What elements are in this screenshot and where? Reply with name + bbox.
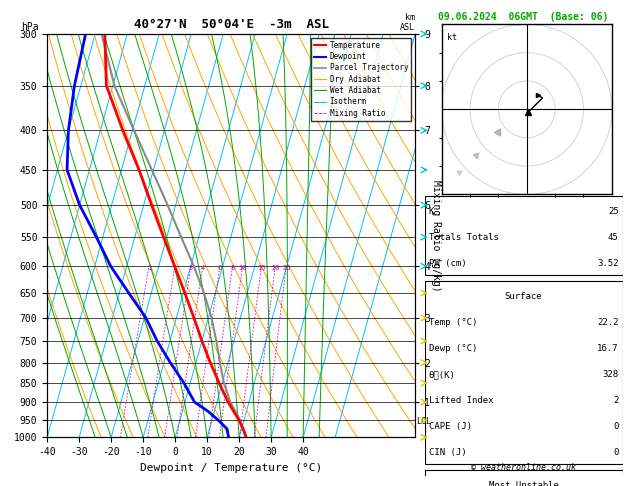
Text: Most Unstable: Most Unstable (489, 481, 559, 486)
Text: 0: 0 (613, 422, 619, 431)
Text: PW (cm): PW (cm) (428, 259, 466, 268)
Text: 328: 328 (603, 370, 619, 379)
Text: CAPE (J): CAPE (J) (428, 422, 472, 431)
Text: LCL: LCL (416, 417, 431, 427)
Text: 25: 25 (282, 264, 291, 271)
Y-axis label: Mixing Ratio (g/kg): Mixing Ratio (g/kg) (431, 180, 441, 292)
Text: Surface: Surface (505, 292, 542, 301)
X-axis label: Dewpoint / Temperature (°C): Dewpoint / Temperature (°C) (140, 463, 322, 473)
Text: km
ASL: km ASL (400, 13, 415, 32)
Text: 16.7: 16.7 (598, 344, 619, 353)
Text: Lifted Index: Lifted Index (428, 396, 493, 405)
Text: θᴄ(K): θᴄ(K) (428, 370, 455, 379)
Text: 10: 10 (238, 264, 247, 271)
Text: 3: 3 (189, 264, 193, 271)
Text: 09.06.2024  06GMT  (Base: 06): 09.06.2024 06GMT (Base: 06) (438, 12, 609, 22)
Text: © weatheronline.co.uk: © weatheronline.co.uk (471, 463, 576, 471)
Text: 2: 2 (613, 396, 619, 405)
Text: 20: 20 (271, 264, 279, 271)
Text: 15: 15 (257, 264, 265, 271)
Text: kt: kt (447, 33, 457, 42)
Text: hPa: hPa (21, 22, 39, 32)
Text: 22.2: 22.2 (598, 318, 619, 327)
Text: 1: 1 (147, 264, 151, 271)
Text: 6: 6 (218, 264, 222, 271)
Text: 45: 45 (608, 233, 619, 242)
Text: 8: 8 (230, 264, 235, 271)
Text: K: K (428, 207, 434, 216)
Text: 4: 4 (201, 264, 205, 271)
Text: 25: 25 (608, 207, 619, 216)
Text: Temp (°C): Temp (°C) (428, 318, 477, 327)
Text: 0: 0 (613, 448, 619, 457)
Text: Totals Totals: Totals Totals (428, 233, 498, 242)
Text: Dewp (°C): Dewp (°C) (428, 344, 477, 353)
Text: 2: 2 (173, 264, 177, 271)
Legend: Temperature, Dewpoint, Parcel Trajectory, Dry Adiabat, Wet Adiabat, Isotherm, Mi: Temperature, Dewpoint, Parcel Trajectory… (311, 38, 411, 121)
Title: 40°27'N  50°04'E  -3m  ASL: 40°27'N 50°04'E -3m ASL (133, 18, 329, 32)
Text: CIN (J): CIN (J) (428, 448, 466, 457)
Text: 3.52: 3.52 (598, 259, 619, 268)
